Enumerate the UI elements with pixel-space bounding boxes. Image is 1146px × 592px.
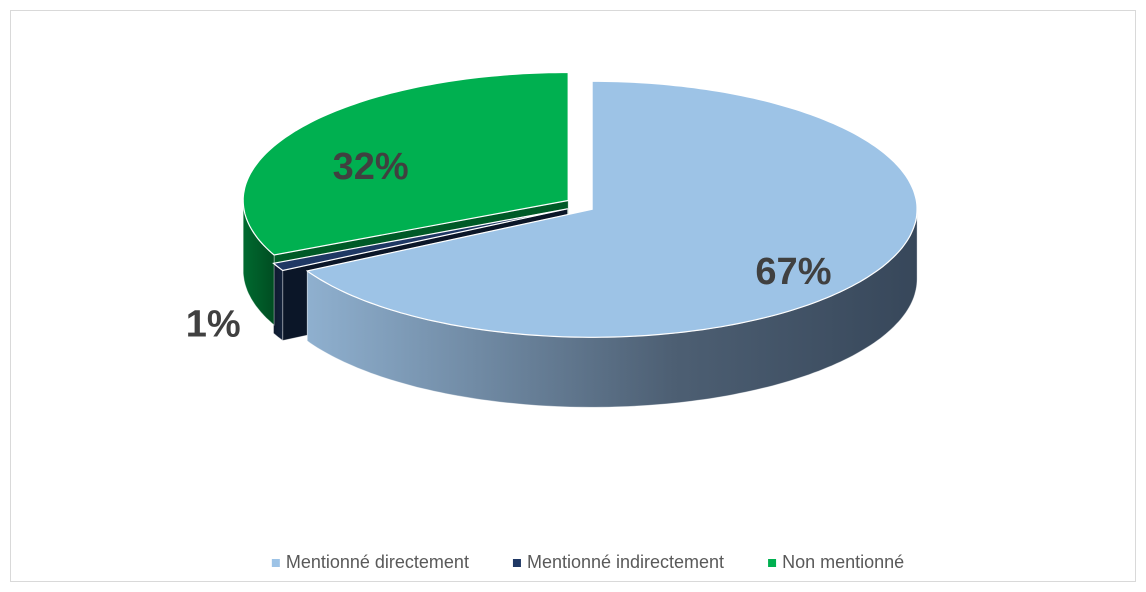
data-label: 1%	[186, 303, 241, 345]
data-label: 67%	[755, 251, 831, 293]
legend-swatch	[512, 559, 521, 567]
slice-top	[272, 208, 568, 272]
legend-swatch	[768, 559, 777, 567]
legend-label: Non mentionné	[782, 552, 904, 572]
data-label: 32%	[333, 146, 409, 188]
legend: Mentionné directement Mentionné indirecte…	[271, 552, 904, 572]
slice-top	[305, 80, 918, 338]
slice-side	[273, 262, 284, 342]
slice-top	[242, 71, 569, 256]
legend-swatch	[271, 559, 280, 567]
legend-label: Mentionné directement	[286, 552, 469, 572]
legend-label: Mentionné indirectement	[527, 552, 724, 572]
